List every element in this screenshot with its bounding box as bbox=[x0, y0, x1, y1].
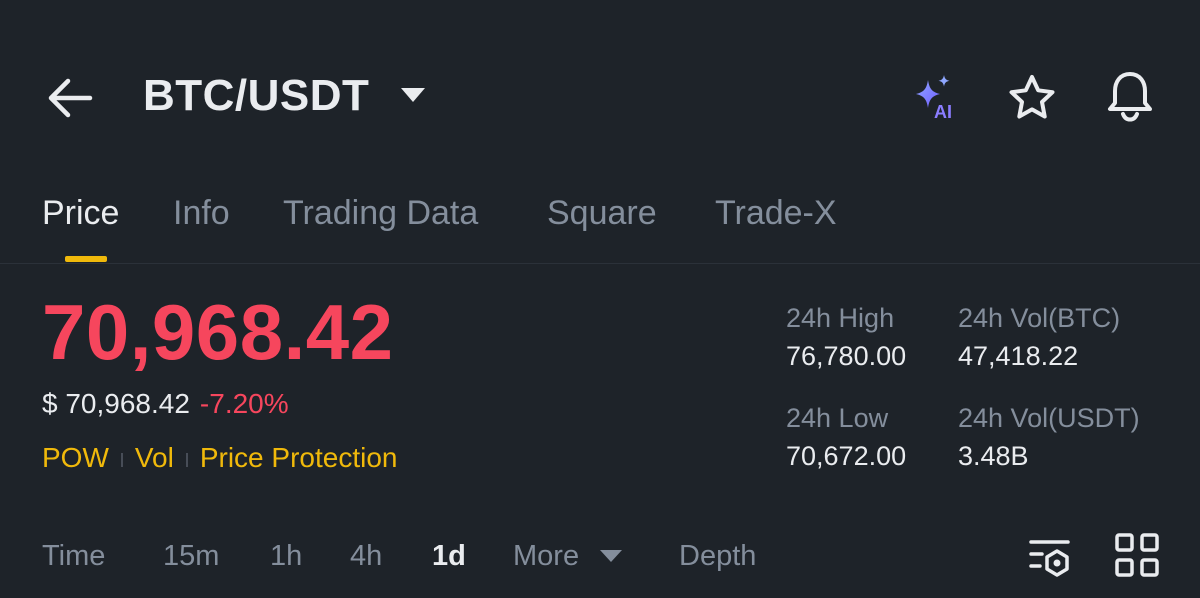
tag-vol[interactable]: Vol bbox=[134, 442, 174, 473]
stat-low-label: 24h Low bbox=[786, 403, 889, 433]
usd-price-line: $ 70,968.42 -7.20% bbox=[42, 384, 289, 424]
tag-divider bbox=[120, 452, 123, 467]
usd-price: $ 70,968.42 bbox=[42, 388, 190, 419]
indicator-settings-icon bbox=[1029, 540, 1070, 577]
last-price: 70,968.42 bbox=[42, 288, 394, 376]
tag-price-protection[interactable]: Price Protection bbox=[199, 442, 398, 473]
tab-trading-data[interactable]: Trading Data bbox=[283, 194, 479, 232]
tab-price[interactable]: Price bbox=[42, 194, 120, 232]
tab-square[interactable]: Square bbox=[547, 194, 657, 232]
interval-15m[interactable]: 15m bbox=[163, 540, 220, 572]
caret-down-icon[interactable] bbox=[598, 548, 624, 564]
depth-tab[interactable]: Depth bbox=[679, 540, 757, 572]
ai-badge: AI bbox=[934, 102, 952, 122]
tab-trade-x[interactable]: Trade-X bbox=[715, 194, 837, 232]
stat-vol-btc-value: 47,418.22 bbox=[958, 341, 1079, 371]
favorite-button[interactable] bbox=[1004, 70, 1060, 126]
stat-high-label: 24h High bbox=[786, 303, 895, 333]
ai-assistant-button[interactable]: AI bbox=[912, 74, 964, 122]
interval-1h[interactable]: 1h bbox=[270, 540, 303, 572]
stat-vol-usdt-value: 3.48B bbox=[958, 441, 1029, 471]
stat-low-value: 70,672.00 bbox=[786, 441, 907, 471]
tag-pow[interactable]: POW bbox=[42, 442, 109, 473]
bell-icon bbox=[1108, 72, 1152, 122]
tab-bar: Price Info Trading Data Square Trade-X bbox=[0, 185, 1200, 264]
interval-4h[interactable]: 4h bbox=[350, 540, 383, 572]
active-tab-indicator bbox=[65, 256, 107, 262]
indicator-settings-button[interactable] bbox=[1028, 534, 1074, 580]
interval-more[interactable]: More bbox=[513, 540, 580, 572]
interval-time[interactable]: Time bbox=[42, 540, 106, 572]
header: BTC/USDT AI bbox=[0, 0, 1200, 190]
sparkle-ai-icon: AI bbox=[916, 75, 952, 122]
stat-high-value: 76,780.00 bbox=[786, 341, 907, 371]
tab-info[interactable]: Info bbox=[173, 194, 230, 232]
back-button[interactable] bbox=[42, 70, 98, 126]
grid-icon bbox=[1115, 533, 1159, 577]
caret-down-icon[interactable] bbox=[398, 84, 428, 106]
interval-1d[interactable]: 1d bbox=[432, 540, 466, 572]
tag-list: POW Vol Price Protection bbox=[42, 438, 397, 478]
layout-grid-button[interactable] bbox=[1114, 532, 1160, 578]
tag-divider bbox=[185, 452, 188, 467]
stat-vol-usdt-label: 24h Vol(USDT) bbox=[958, 403, 1140, 433]
star-icon bbox=[1009, 75, 1055, 119]
pair-title[interactable]: BTC/USDT bbox=[143, 71, 370, 120]
price-alert-button[interactable] bbox=[1102, 68, 1158, 124]
arrow-left-icon bbox=[48, 78, 93, 118]
stat-vol-btc-label: 24h Vol(BTC) bbox=[958, 303, 1121, 333]
price-change-percent: -7.20% bbox=[199, 388, 289, 419]
